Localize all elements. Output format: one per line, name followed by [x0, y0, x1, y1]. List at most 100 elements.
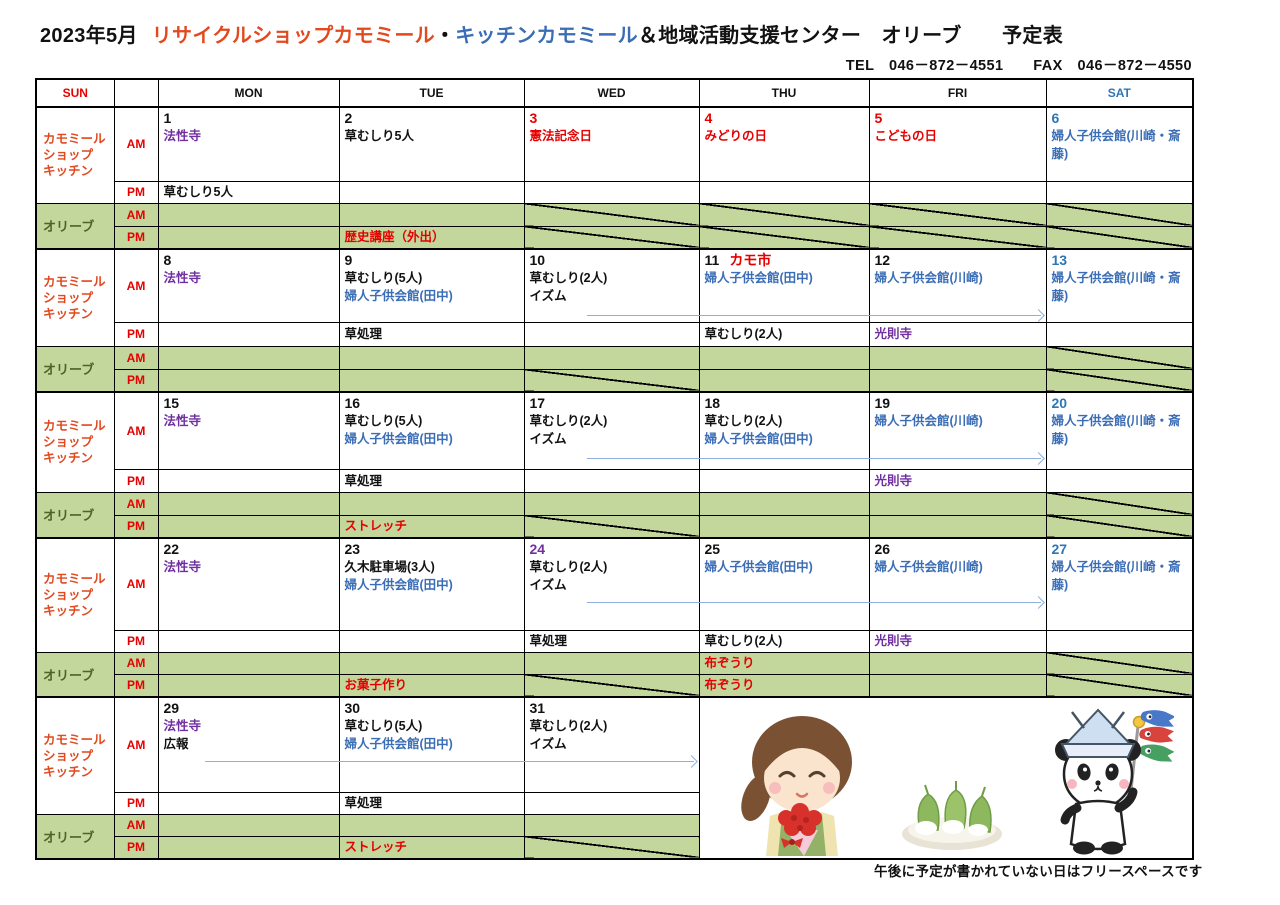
olive-am-row: オリーブ AM [35, 491, 1194, 539]
chamomile-pm-cell: 光則寺 [868, 468, 1047, 493]
olive-pm-row: PM ストレッチ [36, 835, 1193, 860]
schedule-entry: 久木駐車場(3人) [344, 560, 435, 574]
pm-label: PM [113, 468, 159, 493]
day-cell-10: 10 草むしり(2人) イズム [523, 248, 700, 323]
olive-am-cell [157, 202, 340, 227]
row-label-olive: オリーブ [35, 491, 115, 539]
row-label-olive: オリーブ [35, 651, 115, 698]
row-label-line: ショップ [43, 290, 94, 305]
chamomile-pm-cell [338, 180, 525, 204]
olive-am-cell [698, 491, 870, 516]
chamomile-pm-row: PM 草むしり5人 [36, 180, 1194, 204]
panda-with-koinobori-illustration [1054, 708, 1174, 855]
am-label: AM [113, 106, 159, 182]
schedule-entry: 草むしり(5人) [344, 271, 423, 285]
row-label-olive: オリーブ [35, 345, 115, 393]
day-cell-19: 19 婦人子供会館(川崎) [868, 391, 1047, 470]
schedule-entry: 法性寺 [163, 271, 202, 285]
olive-am-cell [157, 491, 340, 516]
olive-pm-cell [523, 225, 700, 250]
pm-label: PM [113, 321, 159, 347]
row-label-line: ショップ [43, 148, 94, 163]
schedule-entry: 法性寺 [163, 560, 202, 574]
olive-pm-row: PM ストレッチ [36, 514, 1194, 539]
schedule-entry: 法性寺 [163, 129, 202, 143]
header-mon: MON [157, 78, 340, 108]
schedule-entry: 婦人子供会館(川崎) [874, 560, 983, 574]
chamomile-pm-cell: 草むしり5人 [157, 180, 340, 204]
row-label-line: ショップ [43, 435, 94, 450]
am-label: AM [113, 537, 159, 631]
schedule-entry: 草むしり5人 [163, 185, 233, 199]
day-cell-5: 5 こどもの日 [868, 106, 1047, 182]
day-cell-9: 9 草むしり(5人) 婦人子供会館(田中) [338, 248, 525, 323]
schedule-entry: 歴史講座（外出） [344, 230, 445, 245]
day-number: 30 [344, 700, 361, 716]
chamomile-pm-cell [157, 791, 340, 815]
header-wed: WED [523, 78, 700, 108]
continuation-arrow [587, 596, 1045, 609]
schedule-entry: 草処理 [344, 796, 383, 810]
schedule-entry: 婦人子供会館(川崎・斎藤) [1051, 129, 1181, 161]
day-number: 23 [344, 541, 361, 557]
header-ampm-spacer [113, 78, 159, 108]
olive-pm-cell [1045, 514, 1194, 539]
day-number: 20 [1051, 395, 1068, 411]
olive-am-cell [338, 202, 525, 227]
olive-pm-cell: 布ぞうり [698, 673, 870, 698]
day-cell-12: 12 婦人子供会館(川崎) [868, 248, 1047, 323]
schedule-entry: イズム [529, 432, 567, 446]
day-number: 1 [163, 110, 172, 126]
day-number: 10 [529, 252, 546, 268]
title-recycle-shop: リサイクルショップカモミール [151, 25, 435, 47]
schedule-entry: みどりの日 [704, 129, 768, 143]
day-cell-25: 25 婦人子供会館(田中) [698, 537, 870, 631]
day-number: 15 [163, 395, 180, 411]
title-center-olive: ＆地域活動支援センター オリーブ 予定表 [637, 25, 1064, 47]
schedule-entry: 布ぞうり [704, 656, 755, 670]
olive-pm-cell: ストレッチ [338, 835, 525, 860]
schedule-entry: 婦人子供会館(川崎・斎藤) [1051, 414, 1181, 446]
schedule-entry: 草むしり(5人) [344, 719, 423, 733]
olive-am-cell [1045, 345, 1194, 370]
chamomile-pm-cell [523, 791, 700, 815]
day-number: 12 [874, 252, 891, 268]
schedule-entry: 婦人子供会館(田中) [704, 560, 813, 574]
day-number: 31 [529, 700, 546, 716]
olive-am-cell: 布ぞうり [698, 651, 870, 675]
olive-pm-cell [157, 514, 340, 539]
pm-label: PM [113, 629, 159, 653]
olive-pm-cell [698, 225, 870, 250]
schedule-entry: 婦人子供会館(田中) [344, 432, 453, 446]
chamomile-pm-cell: 草処理 [338, 468, 525, 493]
chamomile-pm-cell: 光則寺 [868, 321, 1047, 347]
weekday-header-row: SUN MON TUE WED THU FRI SAT [35, 78, 1194, 108]
day-cell-30: 30 草むしり(5人) 婦人子供会館(田中) [338, 696, 525, 793]
schedule-entry: ストレッチ [344, 840, 408, 855]
header-thu: THU [698, 78, 870, 108]
schedule-entry: 草むしり(5人) [344, 414, 423, 428]
day-number: 16 [344, 395, 361, 411]
schedule-entry: 光則寺 [874, 473, 913, 488]
row-label-olive: オリーブ [35, 202, 115, 250]
day-number: 13 [1051, 252, 1068, 268]
row-label-chamomile: カモミール ショップ キッチン [35, 696, 115, 815]
schedule-entry: 法性寺 [163, 719, 202, 733]
illustrations-cell [698, 696, 1194, 860]
schedule-entry: 草処理 [529, 634, 568, 648]
day-number: 25 [704, 541, 721, 557]
olive-pm-label: PM [113, 368, 159, 393]
olive-am-cell [523, 651, 700, 675]
chamomile-pm-cell [338, 629, 525, 653]
day-number: 5 [874, 110, 883, 126]
schedule-entry: 婦人子供会館(田中) [704, 432, 813, 446]
day-cell-23: 23 久木駐車場(3人) 婦人子供会館(田中) [338, 537, 525, 631]
chamomile-pm-cell: 草処理 [338, 791, 525, 815]
schedule-entry: お菓子作り [344, 678, 408, 693]
page-title: 2023年5月 リサイクルショップカモミール・キッチンカモミール＆地域活動支援セン… [40, 19, 1063, 48]
olive-am-label: AM [113, 651, 159, 675]
schedule-entry: 光則寺 [874, 327, 913, 341]
schedule-entry: 広報 [163, 737, 189, 751]
olive-pm-cell [698, 368, 870, 393]
row-label-line: キッチン [43, 764, 94, 779]
